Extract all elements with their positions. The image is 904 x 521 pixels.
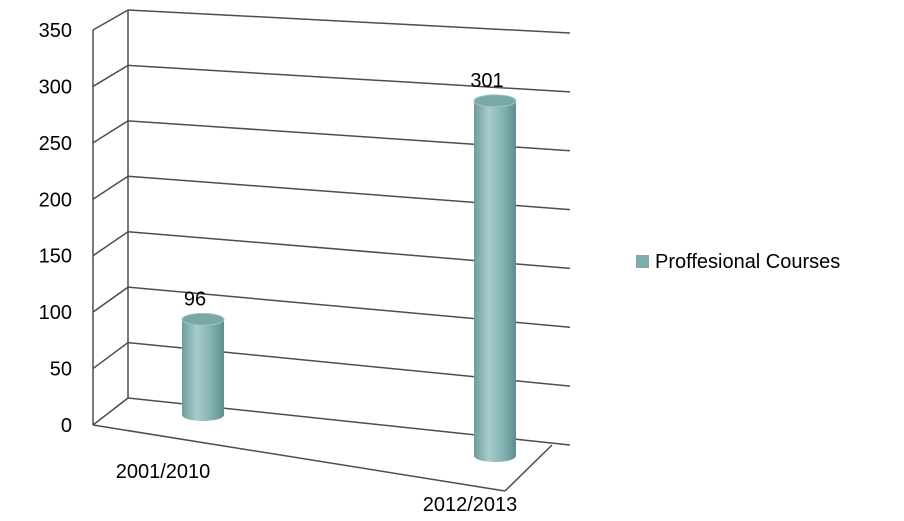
bars <box>181 94 517 462</box>
bar-top <box>473 94 517 108</box>
gridline <box>127 64 571 93</box>
y-tick-label: 100 <box>39 302 72 324</box>
legend-swatch <box>636 255 649 268</box>
data-label: 301 <box>470 70 503 92</box>
gridline-side <box>92 120 129 144</box>
bar-1 <box>181 312 225 421</box>
y-tick-label: 300 <box>39 76 72 98</box>
y-axis-ticks: 0 50 100 150 200 250 300 350 <box>39 20 72 437</box>
gridline-side <box>92 64 129 88</box>
y-tick-label: 250 <box>39 133 72 155</box>
y-tick-label: 150 <box>39 246 72 268</box>
axis-frame <box>92 10 553 492</box>
gridline-side <box>92 286 129 313</box>
y-tick-label: 350 <box>39 20 72 42</box>
gridline-side <box>92 397 129 426</box>
y-tick-label: 200 <box>39 189 72 211</box>
gridline-side <box>92 231 129 257</box>
bar-body <box>182 319 224 421</box>
bar-2 <box>473 94 517 462</box>
gridline-side <box>92 341 129 370</box>
y-tick-label: 50 <box>50 359 72 381</box>
x-axis-ticks: 2001/2010 2012/2013 <box>116 461 518 516</box>
legend-label: Proffesional Courses <box>655 251 840 273</box>
x-tick-label: 2001/2010 <box>116 461 211 483</box>
legend: Proffesional Courses <box>636 251 840 273</box>
x-tick-label: 2012/2013 <box>423 494 518 516</box>
floor-front-edge <box>92 424 506 492</box>
data-labels: 96 301 <box>184 70 504 311</box>
bar-top <box>181 312 225 326</box>
gridline <box>127 9 571 34</box>
gridline-side <box>92 175 129 200</box>
data-label: 96 <box>184 288 206 310</box>
bar-body <box>474 100 516 462</box>
floor-right-edge <box>504 444 553 492</box>
gridline-side <box>92 9 129 31</box>
y-tick-label: 0 <box>61 415 72 437</box>
